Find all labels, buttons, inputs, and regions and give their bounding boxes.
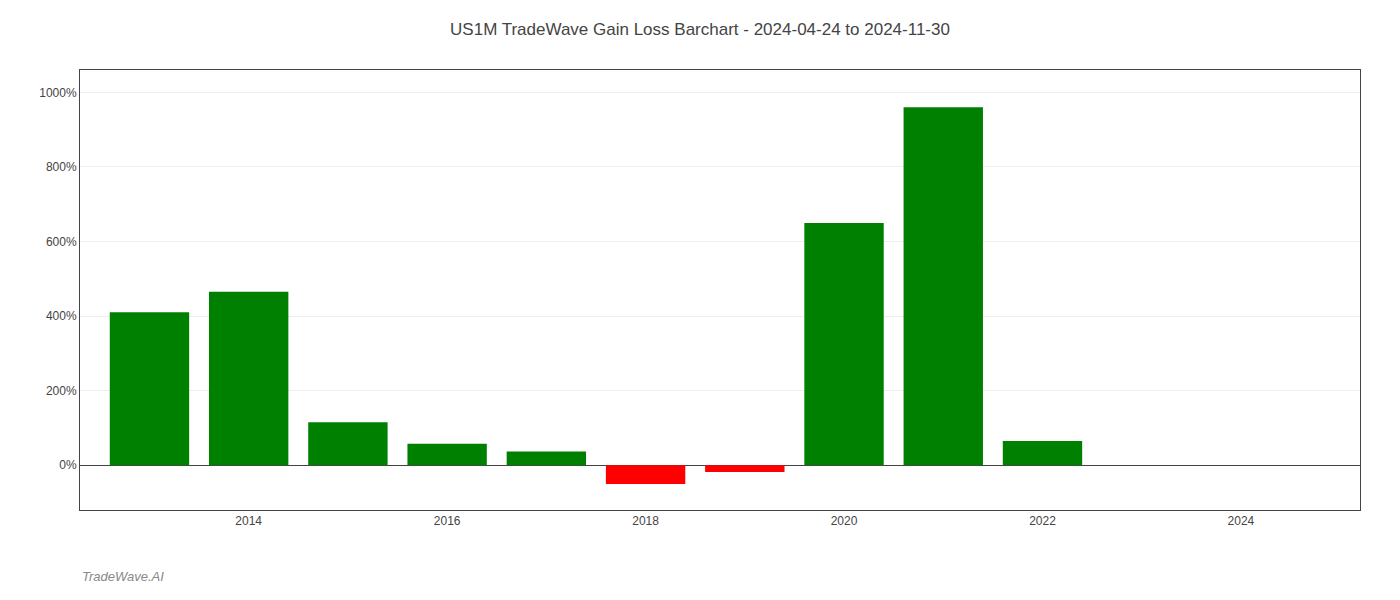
svg-text:0%: 0%: [59, 458, 77, 472]
svg-text:2020: 2020: [831, 514, 858, 528]
svg-text:2014: 2014: [235, 514, 262, 528]
svg-text:800%: 800%: [46, 160, 77, 174]
svg-text:US1M TradeWave Gain Loss Barch: US1M TradeWave Gain Loss Barchart - 2024…: [450, 20, 950, 39]
svg-text:2024: 2024: [1228, 514, 1255, 528]
svg-text:400%: 400%: [46, 309, 77, 323]
svg-text:200%: 200%: [46, 384, 77, 398]
svg-text:1000%: 1000%: [39, 86, 77, 100]
svg-text:2022: 2022: [1029, 514, 1056, 528]
svg-text:600%: 600%: [46, 235, 77, 249]
svg-text:TradeWave.AI: TradeWave.AI: [82, 569, 164, 584]
svg-text:2018: 2018: [632, 514, 659, 528]
svg-text:2016: 2016: [434, 514, 461, 528]
